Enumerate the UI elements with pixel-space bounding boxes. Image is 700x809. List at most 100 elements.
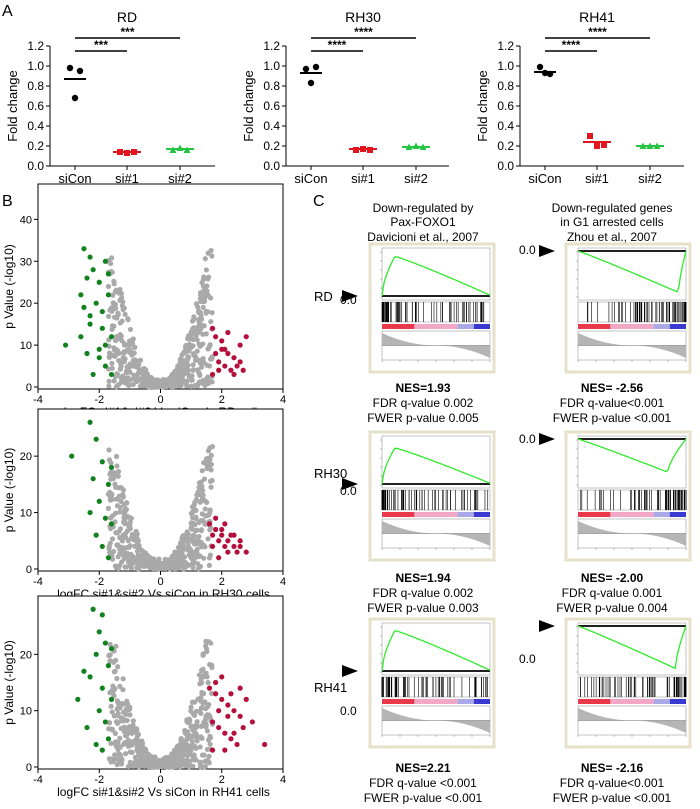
upregulated-point xyxy=(209,532,216,538)
grey-point xyxy=(193,355,199,361)
grey-point xyxy=(139,738,145,744)
upregulated-point xyxy=(234,363,240,369)
nes-value: NES= -2.56 xyxy=(581,381,644,395)
downregulated-point xyxy=(108,371,115,378)
upregulated-point xyxy=(213,515,219,521)
grey-point xyxy=(194,738,200,744)
gsea-row-label-rh41: RH41 xyxy=(314,680,347,695)
grey-point xyxy=(130,381,136,388)
gsea-header-line: Pax-FOXO1 xyxy=(390,215,456,229)
y-tick-label: 0.6 xyxy=(263,99,280,113)
grey-point xyxy=(209,310,215,316)
grey-point xyxy=(111,693,117,699)
grey-point xyxy=(118,725,124,732)
grey-point xyxy=(202,256,208,262)
x-tick-label: 0 xyxy=(157,576,163,588)
downregulated-point xyxy=(93,300,99,306)
grey-point xyxy=(205,292,212,299)
grey-point xyxy=(111,281,117,287)
grey-point xyxy=(193,332,199,339)
grey-point xyxy=(182,745,188,751)
grey-point xyxy=(132,344,138,350)
gsea-plot-rd-left xyxy=(342,242,496,374)
grey-point xyxy=(135,370,141,376)
y-tick-label: 1.2 xyxy=(27,39,44,53)
grey-point xyxy=(206,760,212,766)
grey-point xyxy=(113,453,120,460)
grey-point xyxy=(117,320,123,326)
grey-point xyxy=(194,348,200,354)
chart-title: RH41 xyxy=(579,9,615,25)
downregulated-point xyxy=(69,453,75,459)
non-significant-points xyxy=(105,247,215,390)
upregulated-point xyxy=(237,543,243,550)
grey-point xyxy=(117,331,123,338)
y-tick-label: 40 xyxy=(20,214,32,226)
gsea-plot-rh41-right xyxy=(539,617,692,749)
grey-point xyxy=(194,724,200,730)
grey-point xyxy=(139,557,145,563)
upregulated-point xyxy=(216,708,222,714)
grey-point xyxy=(114,347,120,353)
grey-point xyxy=(122,751,129,757)
grey-point xyxy=(109,709,115,715)
grey-point xyxy=(201,555,207,561)
downregulated-point xyxy=(78,334,84,340)
grey-point xyxy=(120,306,126,313)
grey-point xyxy=(157,562,163,568)
upregulated-point xyxy=(243,549,249,555)
grey-point xyxy=(204,499,210,505)
grey-point xyxy=(109,726,115,732)
zero-line-label: 0.0 xyxy=(340,293,357,307)
volcano-plot-rh41: -4 -2 0 2 4 0 10 20 p Value (-log10) logFC si#1&s… xyxy=(2,595,286,799)
grey-point xyxy=(198,667,205,673)
grey-point xyxy=(204,513,210,519)
downregulated-point xyxy=(90,371,96,378)
grey-point xyxy=(194,383,201,389)
x-tick-label: 4 xyxy=(280,576,286,588)
grey-point xyxy=(182,370,188,376)
upregulated-point xyxy=(237,342,243,348)
fdr-value: FDR q-value <0.001 xyxy=(369,776,477,790)
zero-pointer-arrow xyxy=(342,665,358,677)
grey-point xyxy=(209,690,215,696)
grey-point xyxy=(122,356,128,362)
downregulated-point xyxy=(108,334,115,340)
grey-point xyxy=(109,536,116,542)
x-tick-label: siCon xyxy=(528,171,561,186)
grey-point xyxy=(120,299,126,305)
upregulated-point xyxy=(213,526,219,533)
grey-point xyxy=(203,638,209,644)
grey-point xyxy=(207,733,213,739)
y-axis-label: Fold change xyxy=(475,70,490,142)
grey-point xyxy=(208,640,214,646)
upregulated-point xyxy=(222,363,228,369)
significance-label: **** xyxy=(562,38,581,52)
enrichment-curve xyxy=(381,447,491,485)
nes-value: NES= -2.00 xyxy=(581,571,644,585)
grey-point xyxy=(117,535,123,541)
data-point xyxy=(536,63,544,71)
x-tick-label: 0 xyxy=(157,774,163,786)
y-axis-label: Fold change xyxy=(241,70,256,142)
downregulated-point xyxy=(90,267,96,273)
enrichment-panel xyxy=(381,622,491,676)
grey-point xyxy=(204,465,210,472)
rank-bar-lilac xyxy=(653,324,670,329)
grey-point xyxy=(199,468,205,474)
grey-point xyxy=(191,520,197,527)
fdr-value: FDR q-value 0.002 xyxy=(373,396,474,410)
grey-point xyxy=(189,318,196,324)
x-tick-label: si#2 xyxy=(638,171,662,186)
grey-point xyxy=(203,267,209,273)
grey-point xyxy=(142,550,149,556)
significance-label: **** xyxy=(354,25,373,39)
grey-point xyxy=(119,294,125,301)
grey-point xyxy=(124,698,130,704)
fdr-value: FDR q-value<0.001 xyxy=(560,776,665,790)
grey-point xyxy=(112,510,119,516)
grey-point xyxy=(209,477,215,484)
upregulated-point xyxy=(243,334,249,340)
